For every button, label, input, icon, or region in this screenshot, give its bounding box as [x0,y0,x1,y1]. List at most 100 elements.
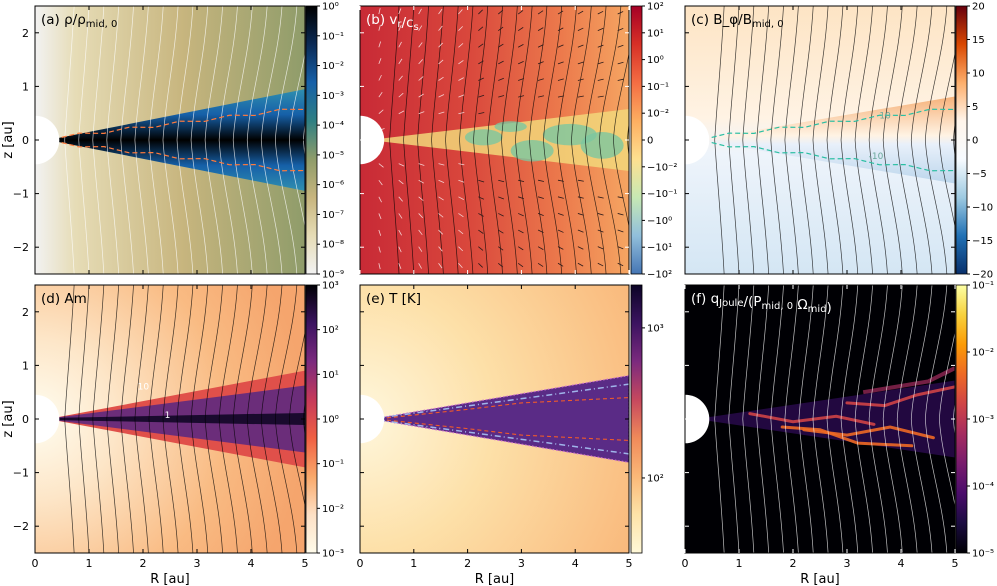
y-tick-label: −1 [13,467,29,480]
x-tick-label: 1 [736,557,743,570]
velocity-arrow [498,77,504,81]
field-line [317,1,341,280]
velocity-arrow [597,262,604,267]
colorbar-tick-label: 10¹ [647,28,664,39]
x-tick-label: 0 [682,557,689,570]
velocity-arrow [478,43,484,48]
field-line [92,285,105,553]
field-line [204,285,223,553]
colorbar-b: 10² 10¹ 10⁰ 10⁻¹ 10⁻² 0 −10⁻² −10⁻¹ −10⁰ −10¹ −10² [630,2,677,281]
colorbar-tick-label: 10⁻⁸ [322,240,344,251]
velocity-arrow [378,213,382,220]
x-tick-label: 4 [898,557,905,570]
velocity-arrow [478,77,484,81]
velocity-arrow [378,8,381,15]
x-tick-label: 2 [140,557,147,570]
velocity-arrow [378,179,383,186]
velocity-arrow [498,246,504,251]
velocity-arrow [398,213,403,219]
colorbar-tick-label: 10⁻³ [322,91,344,102]
panel-f: 0 1 2 3 4 5 R [au] (f) qJoule/(Pmid, 0 Ωmid) 10⁻… [682,281,995,586]
colorbar-gradient [955,5,968,275]
field-line [92,6,105,274]
velocity-arrow [438,111,445,115]
velocity-arrow [498,179,505,183]
field-line [274,6,298,274]
velocity-arrow [537,95,545,98]
x-tick-label: 1 [410,557,417,570]
velocity-arrow [517,229,524,234]
velocity-arrow [557,61,564,65]
velocity-arrow [418,213,424,219]
field-line [232,285,253,553]
field-line [742,285,755,553]
colorbar-tick-label: 10⁻³ [972,415,994,426]
field-line [714,285,725,553]
colorbar-tick-label: 10⁰ [322,415,339,426]
x-tick-label: 3 [194,557,201,570]
field-line [445,6,459,274]
velocity-arrow [378,229,382,236]
colorbar-tick-label: −10¹ [647,243,672,254]
field-line [529,6,548,274]
field-line [924,285,948,553]
velocity-arrow [518,196,524,200]
velocity-arrow [577,61,584,65]
velocity-arrow [518,78,524,81]
velocity-arrow [438,8,443,15]
negative-flow-patch [580,131,624,159]
y-axis-label: z [au] [1,400,16,437]
velocity-arrow [458,94,465,98]
colorbar-tick-label: −10 [972,203,993,214]
velocity-arrow [557,27,564,32]
field-line [246,6,268,274]
velocity-arrow [557,196,564,199]
field-line [260,285,283,553]
velocity-arrow [398,179,404,185]
colorbar-d: 10³ 10² 10¹ 10⁰ 10⁻¹ 10⁻² 10⁻³ [305,281,344,560]
velocity-arrow [458,26,463,31]
velocity-arrow [537,44,544,48]
field-line [868,6,888,274]
x-tick-label: 4 [248,557,255,570]
field-line [826,285,844,553]
velocity-arrow [517,44,524,48]
field-line [218,285,238,553]
field-line [742,6,755,274]
colorbar-tick-label: 0 [972,136,978,147]
velocity-arrow [617,61,624,65]
x-tick-label: 3 [518,557,525,570]
field-line [260,6,283,274]
y-tick-label: −1 [13,188,29,201]
contour-label: 10 [138,383,150,393]
velocity-arrow [398,263,402,269]
velocity-arrow [418,263,422,269]
velocity-arrow [478,213,484,217]
field-line [78,6,90,274]
velocity-arrow [537,78,544,81]
field-line [431,6,444,274]
velocity-arrow [537,213,544,216]
colorbar-tick-label: 10⁻⁵ [322,150,344,161]
velocity-arrow [418,25,423,31]
velocity-arrow [577,27,584,32]
velocity-arrow [418,163,425,166]
field-line [64,6,75,274]
colorbar-e: 10³ 10² [630,284,664,554]
field-line [938,330,955,508]
velocity-arrow [398,246,402,253]
field-line [798,285,814,553]
colorbar-tick-label: −10⁻² [647,162,677,173]
velocity-arrow [378,109,384,115]
field-line [599,6,622,274]
colorbar-tick-label: 10⁻¹ [972,281,994,292]
velocity-arrow [537,27,544,32]
velocity-arrow [418,42,423,48]
colorbar-gradient [955,284,968,554]
field-line [784,6,799,274]
field-line [882,6,903,274]
velocity-arrow [577,95,584,98]
velocity-arrow [557,246,564,250]
velocity-arrow [498,9,504,15]
